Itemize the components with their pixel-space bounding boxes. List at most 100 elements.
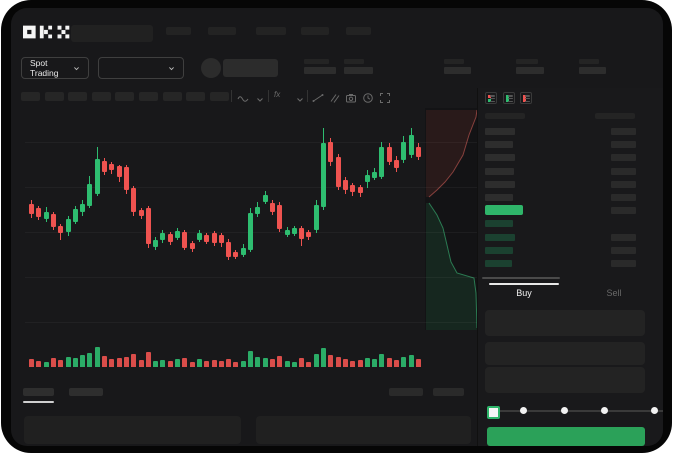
timeframe-button-9[interactable] [209,92,229,101]
fullscreen-icon[interactable] [379,91,391,103]
volume-bar [50,358,56,367]
orderbook-ask-row-bar [485,194,513,201]
order-input-3[interactable] [485,367,645,393]
volume-bar [58,360,64,367]
volume-bar [43,362,49,367]
volume-bar [102,356,107,367]
candle-body [80,204,86,212]
volume-bar [131,354,137,367]
candle-body [269,203,275,212]
volume-bar [153,361,159,367]
buy-submit-button[interactable] [487,427,645,446]
timeframe-button-5[interactable] [115,92,135,101]
order-input-1[interactable] [485,310,645,336]
timeframe-button-3[interactable] [68,92,88,101]
bottom-action-1[interactable] [389,388,423,396]
gridline [25,232,481,233]
candle-chart[interactable] [25,108,486,372]
volume-bar [233,362,239,367]
nav-item-1[interactable] [166,27,191,35]
candle-body [116,166,122,177]
candle-body [218,235,224,243]
book-both-icon[interactable] [485,92,497,104]
bottom-action-2[interactable] [433,388,464,396]
timeframe-button-4[interactable] [91,92,111,101]
coin-avatar [201,58,221,78]
chevron-down-icon [74,66,79,70]
nav-item-2[interactable] [208,27,236,35]
tab-buy[interactable]: Buy [479,283,569,303]
caret-down-icon[interactable] [255,92,267,104]
tab-sell-label: Sell [606,288,622,298]
volume-bar [379,354,385,367]
volume-bar [291,362,297,367]
orderbook-bid-row-bar [485,246,513,254]
orderbook-scrollbar[interactable] [482,277,560,279]
volume-bar [386,358,392,367]
candle-body [408,135,414,155]
book-asks-icon[interactable] [520,92,532,104]
gridline [25,277,481,278]
timeframe-button-1[interactable] [21,92,40,101]
pair-dropdown[interactable] [98,57,184,79]
candle-body [372,172,378,178]
alert-clock-icon[interactable] [362,91,374,103]
bottom-tab-active-underline [23,401,54,403]
candle-body [211,233,217,243]
candle-body [277,205,283,229]
candle-body [204,235,210,242]
candle-body [248,213,253,250]
candle-body [364,175,370,182]
bottom-tab-2[interactable] [69,388,103,396]
orderbook-ask-row-bar [485,154,515,162]
caret-down-icon[interactable] [295,92,307,104]
timeframe-button-7[interactable] [162,92,182,101]
gridline [25,142,481,143]
ticker-stat-label [444,59,464,64]
bottom-tab-1[interactable] [23,388,54,396]
order-input-2[interactable] [485,342,645,365]
nav-item-3[interactable] [256,27,286,35]
ticker-stat-label [516,59,538,64]
ticker-stat-value [344,67,373,74]
volume-bar [116,358,122,367]
candle-body [145,208,151,244]
candle-body [36,208,42,217]
orderbook-amount-bar [611,128,636,135]
search-bar-placeholder[interactable] [71,25,153,42]
volume-bar [218,361,224,367]
volume-bar [72,358,78,367]
slider-handle[interactable] [487,406,500,419]
book-bids-icon[interactable] [503,92,515,104]
nav-item-5[interactable] [346,27,371,35]
chart-style-icon[interactable] [237,91,249,103]
draw-tools-icon[interactable] [329,91,341,103]
candle-body [386,147,392,162]
slider-stop-4[interactable] [601,407,608,414]
candle-body [415,147,421,157]
amount-slider[interactable] [487,403,663,419]
slider-stop-2[interactable] [520,407,527,414]
orderbook-amount-bar [611,141,636,149]
volume-bar [196,359,202,367]
volume-bar [364,358,370,367]
volume-bar [284,361,290,367]
nav-item-4[interactable] [301,27,329,35]
market-type-dropdown[interactable]: Spot Trading [21,57,89,79]
instrument-bar: Spot Trading [11,52,663,88]
camera-icon[interactable] [345,91,357,103]
trend-line-icon[interactable] [312,91,324,103]
timeframe-button-2[interactable] [44,92,64,101]
timeframe-button-8[interactable] [186,92,206,101]
orderbook-ask-row-bar [485,180,515,188]
slider-stop-5[interactable] [651,407,658,414]
volume-bar [277,356,283,367]
orderbook-ask-row-bar [485,141,513,149]
tab-sell[interactable]: Sell [569,283,659,303]
slider-stop-3[interactable] [561,407,568,414]
candle-body [394,160,399,168]
indicator-fx-icon[interactable]: fx [274,90,281,99]
candle-body [153,240,159,247]
orderbook-bid-row-bar [485,220,513,228]
timeframe-button-6[interactable] [139,92,158,101]
